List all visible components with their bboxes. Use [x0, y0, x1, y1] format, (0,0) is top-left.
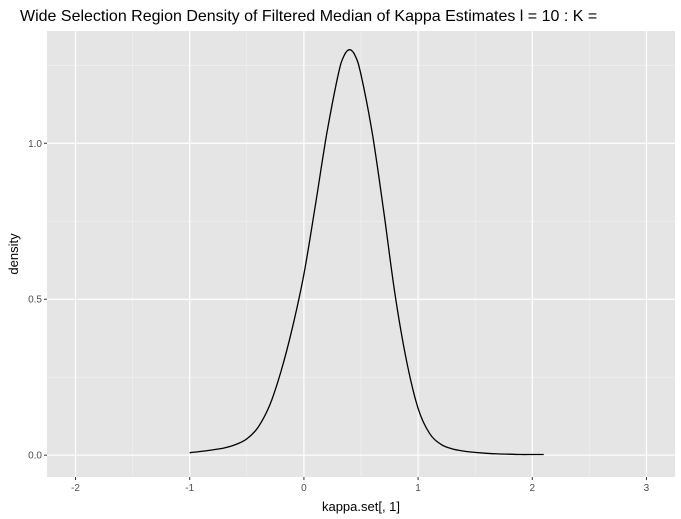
x-tick-label: 0	[301, 483, 307, 494]
density-curve	[189, 49, 544, 456]
minor-gridlines	[47, 31, 675, 477]
y-tick-label: 0.0	[28, 451, 42, 462]
x-tick-label: -2	[71, 483, 80, 494]
x-tick-label: 2	[529, 483, 535, 494]
x-tick-label: -1	[185, 483, 194, 494]
y-axis-label: density	[6, 233, 21, 275]
major-gridlines	[47, 31, 675, 477]
x-axis-label: kappa.set[, 1]	[322, 499, 400, 514]
x-axis-ticks: -2 -1 0 1 2 3	[71, 477, 650, 494]
x-tick-label: 1	[415, 483, 421, 494]
x-tick-label: 3	[644, 483, 650, 494]
chart-title: Wide Selection Region Density of Filtere…	[20, 8, 597, 25]
y-tick-label: 0.5	[28, 295, 42, 306]
y-tick-label: 1.0	[28, 139, 42, 150]
y-axis-ticks: 0.0 0.5 1.0	[28, 139, 47, 462]
